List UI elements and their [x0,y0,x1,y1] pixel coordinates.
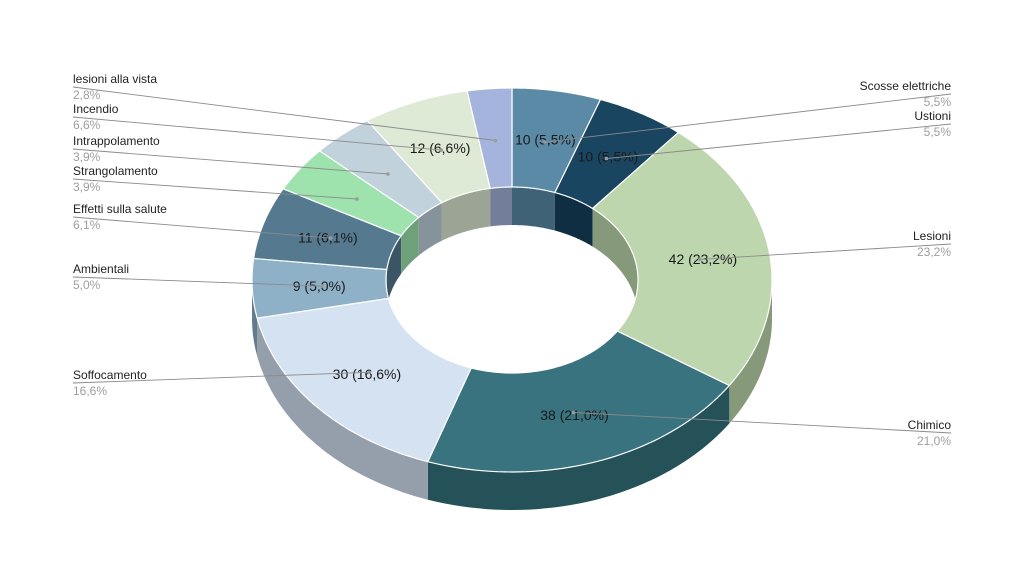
legend-entry: Lesioni 23,2% [698,229,952,262]
leader-dot [386,172,390,176]
inner-wall-segment [490,187,512,227]
inner-wall-segment [418,202,442,256]
slice-value-label: 30 (16,6%) [333,366,401,382]
side-wall-segment [729,280,772,424]
donut-inner-walls [386,187,638,318]
leader-dot [698,257,702,262]
legend-percent: 3,9% [73,180,101,194]
inner-wall-segment [441,188,491,241]
leader-line [72,216,331,239]
slice-value-label: 12 (6,6%) [410,140,471,156]
legend-name: lesioni alla vista [73,72,157,86]
legend-name: Effetti sulla salute [73,202,167,216]
side-wall-segment [257,318,428,500]
inner-wall-segment [401,217,419,274]
legend-entry: Ustioni 5,5% [604,109,952,161]
legend-name: Ustioni [914,109,951,123]
leader-dot [493,138,498,143]
leader-dot [328,236,333,240]
leader-dot [604,156,609,161]
legend-percent: 5,5% [924,95,952,109]
donut-slices [251,87,773,473]
legend-name: Chimico [908,418,952,432]
inner-wall-segment [592,208,638,318]
leader-line [72,276,323,287]
legend-percent: 5,5% [924,125,952,139]
leader-line [699,243,952,260]
legend-name: Ambientali [73,262,129,276]
legend-name: Scosse elettriche [860,79,952,93]
legend-name: Lesioni [913,229,951,243]
leader-dot [571,410,576,415]
legend-callouts: Scosse elettriche5,5%Ustioni5,5%Lesioni2… [72,72,952,448]
donut-side-walls [252,280,772,510]
slice-value-label: 10 (5,5%) [578,148,639,164]
legend-entry: Soffocamento 16,6% [72,368,372,398]
side-wall-segment [252,280,258,357]
legend-percent: 6,1% [73,218,101,232]
legend-entry: lesioni alla vista 2,8% [72,72,498,143]
leader-dot [355,197,359,201]
legend-percent: 6,6% [73,118,101,132]
leader-line [72,371,370,384]
legend-percent: 16,6% [73,384,107,398]
legend-percent: 2,8% [73,88,101,102]
slice-value-label: 10 (5,5%) [515,132,576,148]
legend-name: Intrappolamento [73,134,160,148]
legend-percent: 23,2% [917,245,951,259]
legend-entry: Incendio 6,6% [72,102,444,152]
leader-dot [439,148,444,152]
inner-wall-segment [386,235,402,308]
slice-value-label: 11 (6,1%) [298,229,358,245]
leader-dot [320,284,325,288]
leader-line [544,93,952,143]
slice-10 [466,87,513,189]
legend-percent: 21,0% [917,434,951,448]
legend-entry: Effetti sulla salute 6,1% [72,202,333,240]
legend-name: Soffocamento [73,368,147,382]
legend-entry: Scosse elettriche 5,5% [543,79,951,144]
legend-entry: Ambientali 5,0% [72,262,325,292]
leader-line [72,148,388,175]
legend-entry: Intrappolamento 3,9% [72,134,390,176]
legend-name: Incendio [73,102,119,116]
inner-wall-segment [554,192,593,247]
legend-percent: 3,9% [73,150,101,164]
inner-wall-segment [512,187,555,231]
legend-entry: Strangolamento 3,9% [72,164,359,201]
leader-dot [367,370,372,375]
leader-line [573,412,952,434]
legend-name: Strangolamento [73,164,158,178]
legend-entry: Chimico 21,0% [571,410,952,448]
leader-line [606,123,952,160]
slice-value-label: 38 (21,0%) [540,407,608,423]
leader-line [72,116,442,151]
leader-line [72,178,357,200]
legend-percent: 5,0% [73,278,101,292]
leader-dot [543,140,547,144]
slice-labels: 10 (5,5%)10 (5,5%)42 (23,2%)38 (21,0%)30… [293,132,737,423]
leader-line [72,86,496,141]
side-wall-segment [427,385,730,510]
